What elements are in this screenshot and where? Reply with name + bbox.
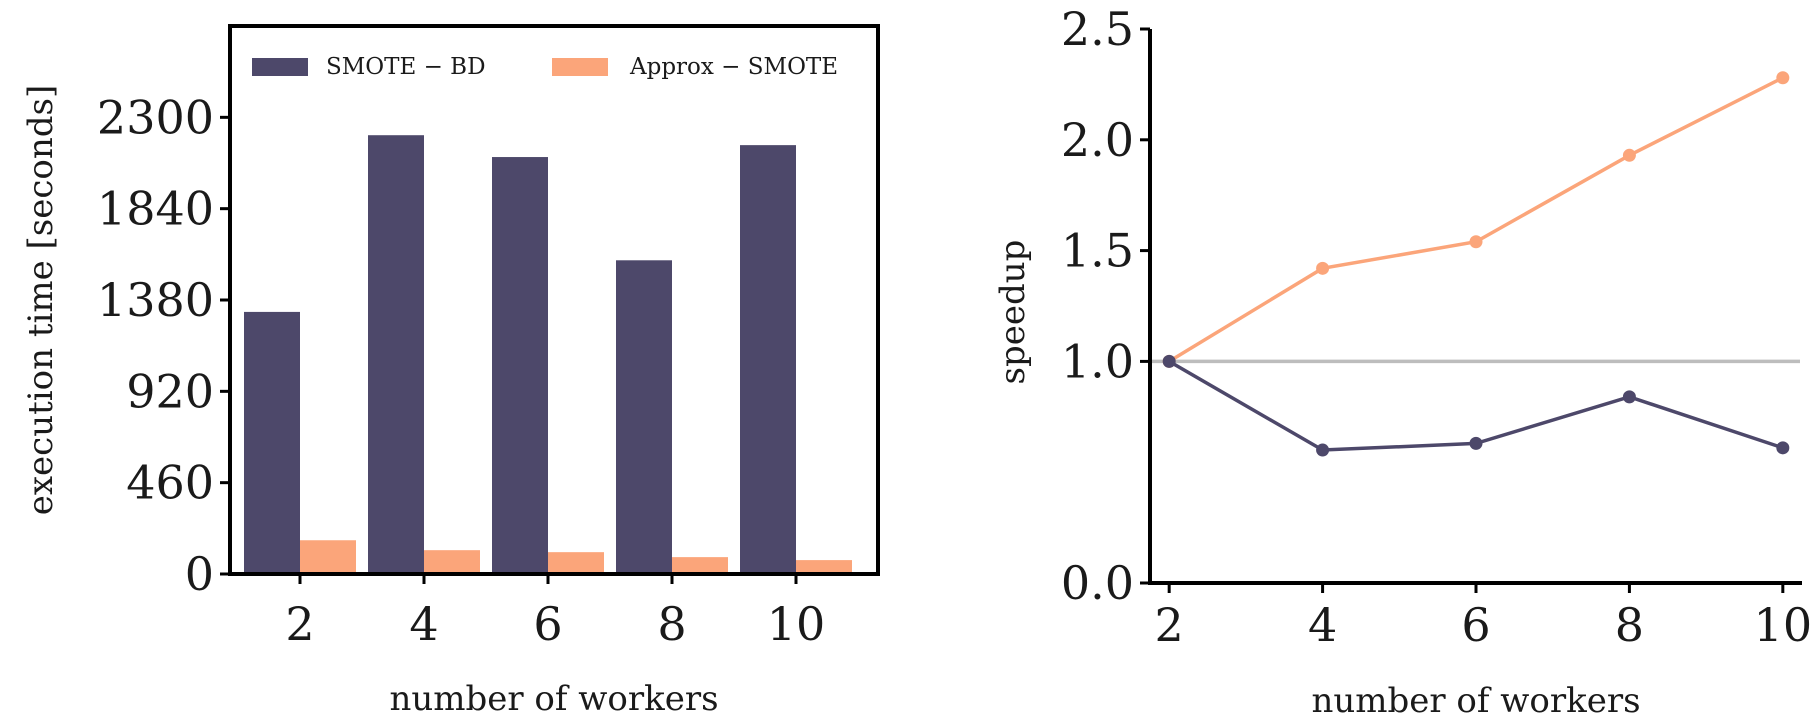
x-axis-ticks: 2 4 6 8 10 — [285, 574, 825, 651]
y-tick-label: 920 — [126, 364, 214, 418]
legend-swatch-approx-smote — [552, 58, 608, 76]
point-smote-bd-workers-6 — [1469, 436, 1483, 450]
legend-swatch-smote-bd — [252, 58, 308, 76]
legend-label-smote-bd: SMOTE − BD — [326, 54, 486, 80]
bar-smote-bd-workers-10 — [740, 145, 796, 574]
x-tick-label: 6 — [533, 597, 562, 651]
execution-time-bar-chart: 0 460 920 1380 1840 2300 2 4 6 8 10 SMOTE − BD Ap… — [21, 24, 880, 719]
y-tick-label: 2.5 — [1061, 2, 1134, 56]
point-approx-smote-workers-4 — [1316, 261, 1330, 275]
point-smote-bd-workers-4 — [1316, 443, 1330, 457]
point-approx-smote-workers-10 — [1776, 71, 1790, 85]
x-tick-label: 8 — [657, 597, 686, 651]
line-series-approx-smote — [1168, 76, 1784, 363]
line-series-group — [1162, 71, 1790, 457]
point-smote-bd-workers-8 — [1622, 390, 1636, 404]
point-smote-bd-workers-10 — [1776, 441, 1790, 455]
y-tick-label: 460 — [126, 456, 214, 510]
x-tick-label: 2 — [1155, 598, 1184, 652]
y-tick-label: 1.0 — [1061, 334, 1134, 388]
y-axis-ticks: 0 460 920 1380 1840 2300 — [97, 90, 230, 601]
y-tick-label: 1.5 — [1061, 224, 1134, 278]
plot-frame — [228, 24, 880, 576]
bar-group — [244, 135, 852, 575]
point-approx-smote-workers-6 — [1469, 235, 1483, 249]
x-axis-label: number of workers — [1311, 681, 1640, 721]
x-tick-label: 2 — [285, 597, 314, 651]
y-axis-ticks: 0.0 1.0 1.5 2.0 2.5 — [1061, 2, 1150, 610]
y-tick-label: 1840 — [97, 182, 214, 236]
legend-label-approx-smote: Approx − SMOTE — [629, 54, 838, 80]
point-smote-bd-workers-2 — [1162, 354, 1176, 368]
x-tick-label: 6 — [1461, 598, 1490, 652]
x-axis-label: number of workers — [389, 679, 718, 719]
x-tick-label: 4 — [1308, 598, 1337, 652]
bar-approx-smote-workers-8 — [672, 557, 728, 574]
y-tick-label: 0.0 — [1061, 556, 1134, 610]
y-tick-label: 2.0 — [1061, 113, 1134, 167]
x-tick-label: 10 — [767, 597, 826, 651]
bar-approx-smote-workers-2 — [300, 540, 356, 574]
x-tick-label: 4 — [409, 597, 438, 651]
bar-approx-smote-workers-10 — [796, 560, 852, 574]
bar-smote-bd-workers-4 — [368, 135, 424, 575]
x-tick-label: 8 — [1615, 598, 1644, 652]
y-tick-label: 1380 — [97, 273, 214, 327]
bar-approx-smote-workers-6 — [548, 552, 604, 574]
x-axis-ticks: 2 4 6 8 10 — [1155, 583, 1813, 652]
line-series-smote-bd — [1168, 359, 1784, 452]
y-tick-label: 2300 — [97, 90, 214, 144]
bar-smote-bd-workers-2 — [244, 311, 300, 574]
bar-smote-bd-workers-6 — [492, 157, 548, 575]
speedup-line-chart: 0.0 1.0 1.5 2.0 2.5 2 4 6 8 10 number of workers… — [993, 2, 1812, 721]
bar-approx-smote-workers-4 — [424, 550, 480, 574]
y-axis-label: speedup — [993, 240, 1033, 385]
y-tick-label: 0 — [185, 547, 214, 601]
bar-smote-bd-workers-8 — [616, 260, 672, 574]
point-approx-smote-workers-8 — [1622, 148, 1636, 162]
y-axis-label: execution time [seconds] — [21, 85, 61, 516]
x-tick-label: 10 — [1754, 598, 1813, 652]
legend: SMOTE − BD Approx − SMOTE — [252, 54, 838, 80]
